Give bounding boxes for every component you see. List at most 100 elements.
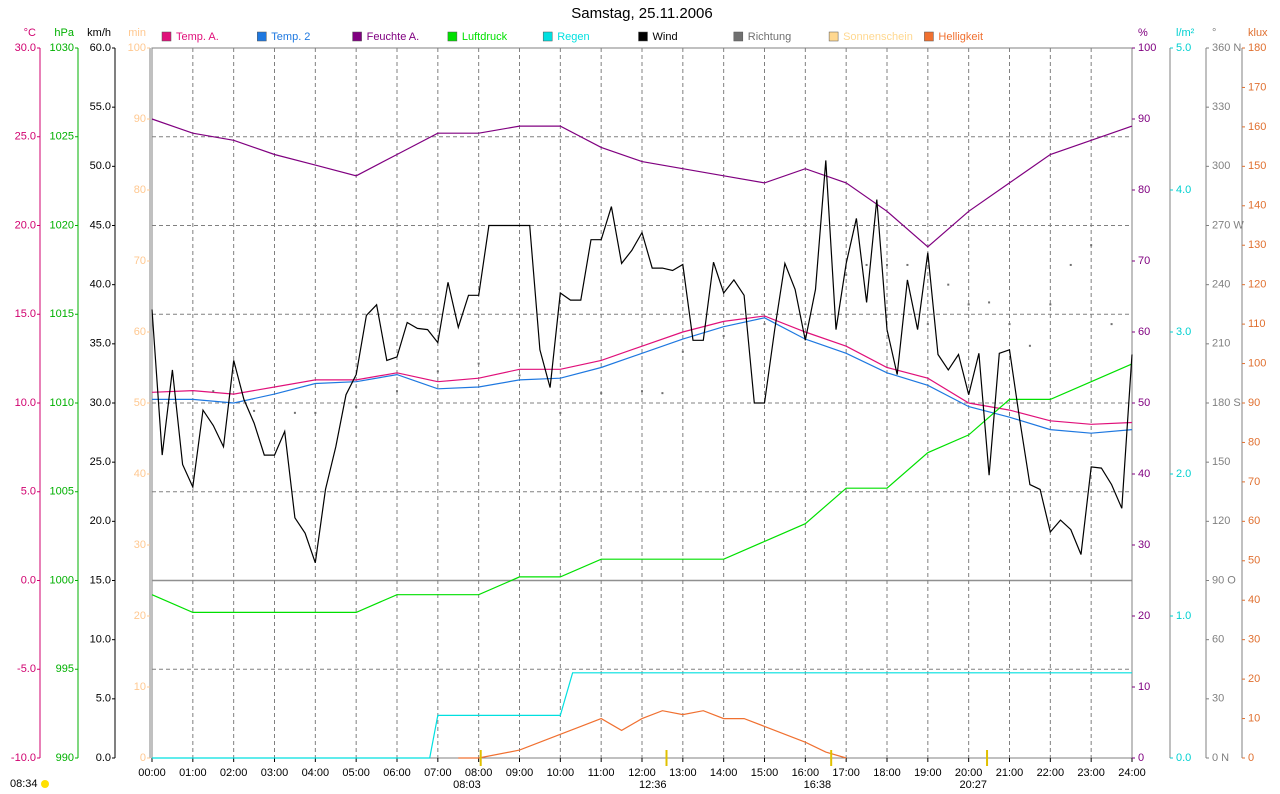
legend-swatch (638, 31, 648, 42)
y-tick-label: 30 (1212, 693, 1224, 705)
legend-label: Temp. A. (176, 31, 219, 43)
series-line (151, 315, 1133, 425)
y-tick-label: 120 (1212, 515, 1230, 527)
y-tick-label: 30.0 (90, 397, 111, 409)
legend-label: Feuchte A. (367, 31, 420, 43)
direction-dot (1049, 303, 1052, 306)
y-tick-label: 35.0 (90, 338, 111, 350)
sun-icon (41, 780, 49, 788)
y-tick-label: 0.0 (1176, 752, 1191, 764)
x-tick-label: 10:00 (547, 767, 575, 779)
y-tick-label: 30.0 (15, 42, 36, 54)
axis-unit: klux (1248, 27, 1268, 39)
direction-dot (518, 374, 521, 377)
y-tick-label: 100 (1248, 357, 1266, 369)
y-tick-label: -5.0 (17, 663, 36, 675)
series-line (151, 160, 1133, 563)
direction-dot (1008, 323, 1011, 326)
y-tick-label: 60 (1212, 634, 1224, 646)
x-tick-label: 21:00 (996, 767, 1024, 779)
y-tick-label: 160 (1248, 121, 1266, 133)
x-tick-label: 19:00 (914, 767, 942, 779)
direction-dot (1090, 244, 1093, 247)
legend-label: Luftdruck (462, 31, 508, 43)
y-tick-label: 330 (1212, 101, 1230, 113)
x-tick-label: 17:00 (832, 767, 860, 779)
daylight: 08:34 (10, 778, 38, 790)
y-tick-label: 10 (1138, 681, 1150, 693)
event-label: 12:36 (639, 779, 667, 791)
x-tick-label: 18:00 (873, 767, 901, 779)
y-tick-label: 30 (134, 539, 146, 551)
y-tick-label: 0 (1248, 752, 1254, 764)
y-tick-label: 100 (1138, 42, 1156, 54)
y-tick-label: 80 (1138, 184, 1150, 196)
y-tick-label: 140 (1248, 200, 1266, 212)
event-label: 16:38 (804, 779, 832, 791)
direction-dot (477, 362, 480, 365)
direction-dot (253, 409, 256, 412)
x-tick-label: 24:00 (1118, 767, 1146, 779)
legend-label: Wind (653, 31, 678, 43)
y-tick-label: 20.0 (90, 515, 111, 527)
y-tick-label: 0.0 (21, 574, 36, 586)
direction-dot (293, 411, 296, 414)
axis-unit: °C (24, 27, 36, 39)
direction-dot (212, 390, 215, 393)
series-line (152, 672, 1132, 759)
legend-label: Temp. 2 (271, 31, 310, 43)
legend-swatch (828, 31, 839, 42)
axis-unit: l/m² (1176, 27, 1195, 39)
event-label: 20:27 (960, 779, 988, 791)
direction-dot (722, 334, 725, 337)
y-tick-label: 270 W (1212, 219, 1244, 231)
y-tick-label: 30 (1248, 634, 1260, 646)
direction-dot (926, 323, 929, 326)
direction-dot (681, 350, 684, 353)
direction-dot (641, 390, 643, 393)
x-tick-label: 13:00 (669, 767, 697, 779)
y-tick-label: 15.0 (90, 574, 111, 586)
y-tick-label: 60.0 (90, 42, 111, 54)
y-tick-label: 1000 (50, 574, 74, 586)
y-tick-label: 4.0 (1176, 184, 1191, 196)
y-tick-label: 1020 (50, 219, 74, 231)
direction-dot (661, 392, 664, 395)
y-tick-label: 55.0 (90, 101, 111, 113)
y-tick-label: 110 (1248, 318, 1266, 330)
y-tick-label: 40 (1138, 468, 1150, 480)
y-tick-label: 90 O (1212, 574, 1236, 586)
legend-swatch (924, 31, 934, 42)
direction-dot (906, 263, 909, 266)
x-tick-label: 00:00 (138, 767, 166, 779)
y-tick-label: 10.0 (15, 397, 36, 409)
legend-swatch (352, 31, 362, 42)
y-tick-label: 240 (1212, 279, 1230, 291)
y-tick-label: 45.0 (90, 219, 111, 231)
y-tick-label: 995 (56, 663, 74, 675)
y-tick-label: 70 (1138, 255, 1150, 267)
x-tick-label: 07:00 (424, 767, 452, 779)
x-tick-label: 09:00 (506, 767, 534, 779)
y-tick-label: 130 (1248, 239, 1266, 251)
y-tick-label: 80 (1248, 436, 1260, 448)
x-tick-label: 06:00 (383, 767, 411, 779)
y-tick-label: 3.0 (1176, 326, 1191, 338)
y-tick-label: 25.0 (90, 456, 111, 468)
y-tick-label: 25.0 (15, 131, 36, 143)
direction-dot (967, 303, 970, 306)
x-tick-label: 05:00 (342, 767, 370, 779)
y-tick-label: 50 (134, 397, 146, 409)
y-tick-label: 40 (1248, 594, 1260, 606)
y-tick-label: 15.0 (15, 308, 36, 320)
axis-unit: min (128, 27, 146, 39)
y-tick-label: 1010 (50, 397, 74, 409)
y-tick-label: 5.0 (21, 486, 36, 498)
legend-label: Richtung (748, 31, 791, 43)
y-tick-label: 5.0 (96, 693, 111, 705)
direction-dot (314, 411, 317, 414)
x-tick-label: 08:00 (465, 767, 493, 779)
series-line (458, 710, 847, 759)
series-line (151, 363, 1133, 613)
